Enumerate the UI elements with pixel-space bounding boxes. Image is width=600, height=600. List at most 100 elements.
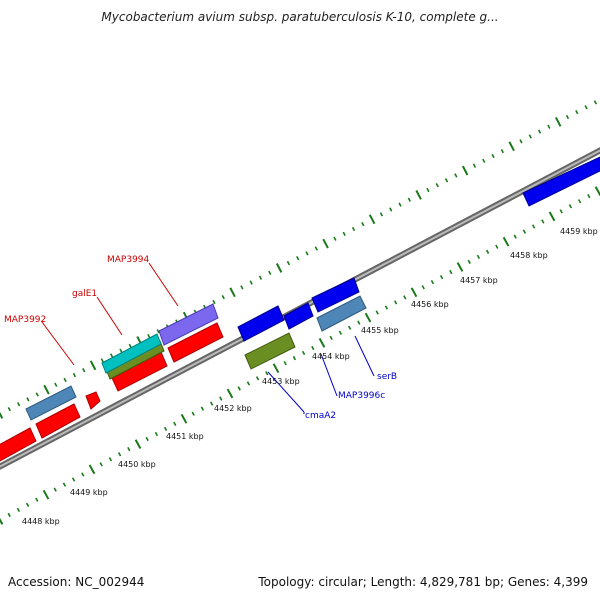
tick-mark (53, 487, 57, 492)
tick-mark (119, 348, 123, 353)
tick-mark (110, 353, 114, 358)
tick-mark (519, 139, 523, 144)
reverse-cds-feature[interactable] (35, 403, 81, 439)
tick-mark (311, 345, 315, 351)
tick-mark (305, 251, 309, 256)
tick-mark (575, 110, 579, 115)
tick-mark (292, 355, 297, 361)
tick-mark (145, 436, 149, 442)
tick-mark (147, 333, 151, 339)
tick-mark (403, 295, 407, 300)
reverse-cds-feature[interactable] (0, 427, 37, 462)
kbp-label: 4452 kbp (214, 404, 252, 413)
tick-mark (0, 411, 4, 419)
tick-mark (318, 338, 326, 348)
reverse-cds-feature[interactable] (167, 322, 224, 363)
tick-mark (351, 226, 356, 232)
tick-mark (375, 310, 379, 315)
tick-mark (108, 457, 113, 462)
cyan-feature[interactable] (101, 333, 162, 374)
tick-mark (430, 280, 435, 285)
forward-cds-feature[interactable] (311, 277, 360, 313)
tick-mark (35, 392, 39, 397)
tick-mark (594, 186, 600, 196)
tick-mark (322, 238, 329, 249)
tick-mark (528, 134, 532, 139)
tick-mark (568, 204, 573, 209)
tick-mark (72, 372, 77, 378)
tick-mark (255, 376, 260, 381)
tick-mark (81, 472, 85, 477)
tick-mark (7, 512, 11, 518)
steel-feature[interactable] (25, 385, 77, 421)
tick-mark (99, 462, 103, 467)
tick-mark (82, 368, 86, 373)
kbp-label: 4459 kbp (560, 227, 598, 236)
tick-mark (449, 269, 453, 275)
genome-stats-text: Topology: circular; Length: 4,829,781 bp… (258, 575, 588, 589)
tick-mark (500, 148, 505, 154)
label-leaders (41, 262, 375, 414)
tick-mark (472, 163, 477, 168)
gene-label-map3996c[interactable]: MAP3996c (338, 391, 385, 401)
kbp-label: 4450 kbp (118, 460, 156, 469)
kbp-label: 4455 kbp (361, 326, 399, 335)
tick-mark (89, 360, 97, 371)
tick-mark (25, 502, 30, 507)
tick-mark (398, 202, 402, 207)
kbp-label: 4448 kbp (22, 517, 60, 526)
tick-mark (0, 517, 4, 525)
tick-mark (286, 260, 291, 266)
tick-mark (156, 329, 160, 334)
tick-mark (357, 320, 361, 325)
tick-mark (43, 384, 50, 395)
tick-mark (283, 360, 287, 366)
gene-label-serb[interactable]: serB (377, 372, 397, 382)
tick-mark (559, 209, 563, 214)
features (0, 156, 600, 462)
tick-mark (154, 431, 159, 437)
tick-mark (246, 381, 251, 386)
tick-mark (268, 270, 272, 275)
tick-mark (54, 382, 58, 387)
tick-mark (209, 401, 214, 406)
tick-mark (117, 452, 122, 457)
kbp-label: 4453 kbp (262, 377, 300, 386)
tick-mark (71, 477, 76, 482)
forward-cds-feature[interactable] (237, 305, 285, 342)
tick-mark (547, 124, 551, 129)
tick-mark (361, 221, 365, 227)
gene-label-map3992[interactable]: MAP3992 (4, 315, 46, 325)
tick-mark (219, 396, 223, 401)
gene-label-map3994[interactable]: MAP3994 (107, 255, 150, 265)
tick-mark (389, 207, 393, 212)
forward-cds-feature[interactable] (522, 156, 600, 207)
tick-mark (237, 386, 241, 391)
tick-mark (180, 413, 188, 424)
tick-mark (127, 447, 131, 452)
gene-label-cmaa2[interactable]: cmaA2 (305, 411, 336, 421)
tick-mark (513, 234, 517, 239)
tick-mark (435, 183, 439, 188)
tick-mark (454, 173, 458, 178)
forward-cds-feature[interactable] (283, 302, 314, 330)
olive-feature[interactable] (244, 332, 296, 370)
tick-mark (461, 165, 469, 176)
tick-mark (444, 178, 449, 183)
tick-mark (134, 439, 142, 449)
kbp-label: 4456 kbp (411, 300, 449, 309)
tick-mark (333, 236, 337, 241)
tick-mark (100, 358, 104, 363)
lavender-feature[interactable] (158, 303, 219, 346)
tick-mark (407, 197, 411, 202)
reverse-cds-feature[interactable] (85, 391, 101, 410)
gene-label-gale1[interactable]: galE1 (72, 289, 97, 299)
tick-mark (173, 421, 177, 426)
tick-mark (467, 259, 471, 265)
tick-mark (347, 325, 352, 330)
tick-mark (587, 194, 591, 199)
steel-feature[interactable] (316, 295, 367, 332)
tick-mark (26, 397, 30, 402)
tick-mark (584, 105, 588, 110)
